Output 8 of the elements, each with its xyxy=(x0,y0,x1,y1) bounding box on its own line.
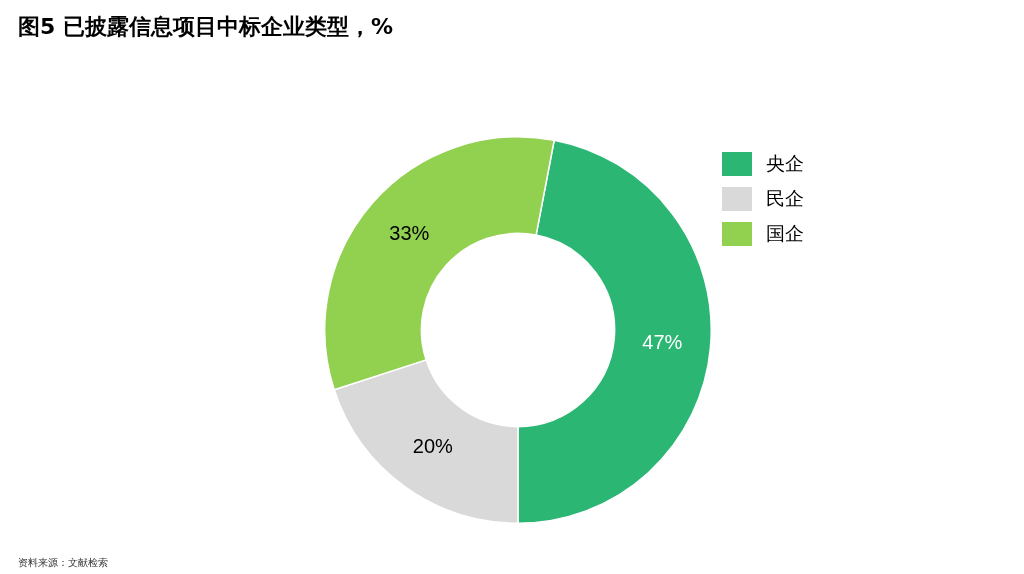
data-label: 20% xyxy=(412,434,454,457)
text: 资料来源：文献检索 xyxy=(18,556,108,570)
data-label: 47% xyxy=(642,331,683,354)
legend-label: 国企 xyxy=(766,220,804,246)
legend-label: 民企 xyxy=(766,185,804,211)
chart-title: 图5 已披露信息项目中标企业类型，% xyxy=(18,13,394,41)
legend-label: 央企 xyxy=(766,150,804,176)
data-label: 33% xyxy=(389,221,430,244)
